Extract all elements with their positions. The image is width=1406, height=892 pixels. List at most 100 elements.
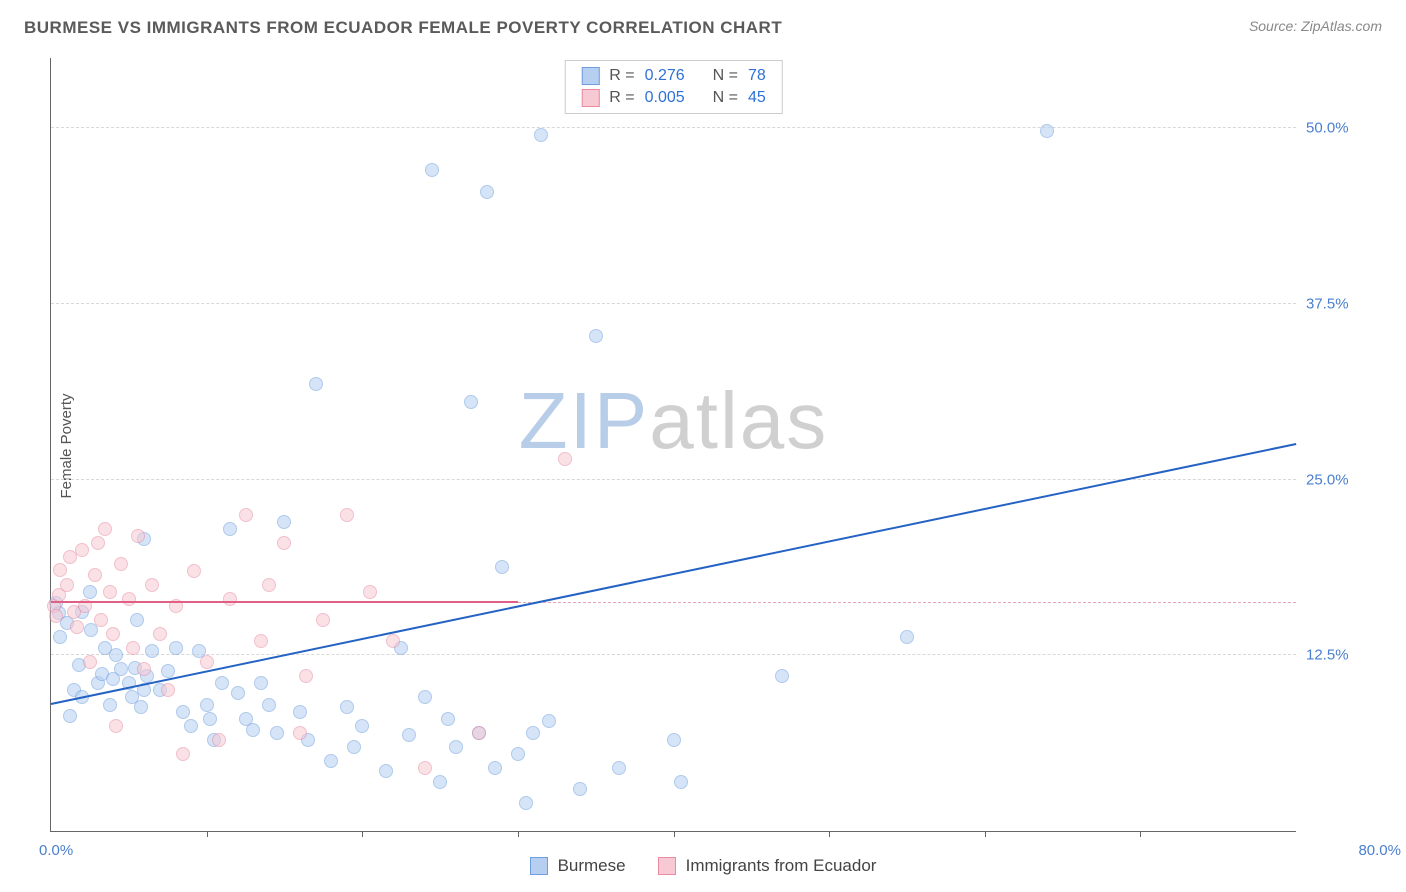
data-point xyxy=(1040,124,1054,138)
data-point xyxy=(145,578,159,592)
data-point xyxy=(130,613,144,627)
data-point xyxy=(589,329,603,343)
data-point xyxy=(83,655,97,669)
data-point xyxy=(254,676,268,690)
stats-legend-box: R = 0.276 N = 78 R = 0.005 N = 45 xyxy=(564,60,782,114)
bottom-legend: Burmese Immigrants from Ecuador xyxy=(0,856,1406,876)
legend-swatch-ecuador xyxy=(658,857,676,875)
data-point xyxy=(519,796,533,810)
source-attribution: Source: ZipAtlas.com xyxy=(1249,18,1382,34)
data-point xyxy=(223,592,237,606)
data-point xyxy=(511,747,525,761)
data-point xyxy=(667,733,681,747)
data-point xyxy=(277,515,291,529)
data-point xyxy=(161,683,175,697)
data-point xyxy=(153,627,167,641)
x-tick xyxy=(518,831,519,837)
data-point xyxy=(184,719,198,733)
data-point xyxy=(495,560,509,574)
data-point xyxy=(355,719,369,733)
data-point xyxy=(316,613,330,627)
data-point xyxy=(176,747,190,761)
data-point xyxy=(324,754,338,768)
data-point xyxy=(103,698,117,712)
data-point xyxy=(114,557,128,571)
data-point xyxy=(63,709,77,723)
data-point xyxy=(340,508,354,522)
data-point xyxy=(145,644,159,658)
data-point xyxy=(612,761,626,775)
data-point xyxy=(488,761,502,775)
data-point xyxy=(212,733,226,747)
y-tick-label: 37.5% xyxy=(1306,295,1366,312)
data-point xyxy=(75,543,89,557)
data-point xyxy=(91,536,105,550)
data-point xyxy=(425,163,439,177)
data-point xyxy=(262,698,276,712)
trend-line xyxy=(51,601,518,603)
data-point xyxy=(464,395,478,409)
x-tick xyxy=(362,831,363,837)
data-point xyxy=(200,698,214,712)
data-point xyxy=(109,648,123,662)
data-point xyxy=(114,662,128,676)
data-point xyxy=(246,723,260,737)
x-tick xyxy=(829,831,830,837)
data-point xyxy=(277,536,291,550)
stats-row-burmese: R = 0.276 N = 78 xyxy=(565,65,781,87)
data-point xyxy=(137,662,151,676)
data-point xyxy=(379,764,393,778)
data-point xyxy=(534,128,548,142)
data-point xyxy=(472,726,486,740)
data-point xyxy=(109,719,123,733)
data-point xyxy=(340,700,354,714)
legend-item-burmese: Burmese xyxy=(530,856,626,876)
data-point xyxy=(176,705,190,719)
r-value-burmese: 0.276 xyxy=(645,67,703,85)
n-value-ecuador: 45 xyxy=(748,89,766,107)
gridline-h xyxy=(51,127,1296,128)
data-point xyxy=(70,620,84,634)
data-point xyxy=(558,452,572,466)
data-point xyxy=(169,641,183,655)
x-tick xyxy=(985,831,986,837)
data-point xyxy=(106,627,120,641)
data-point xyxy=(526,726,540,740)
r-value-ecuador: 0.005 xyxy=(645,89,703,107)
data-point xyxy=(270,726,284,740)
data-point xyxy=(449,740,463,754)
swatch-burmese xyxy=(581,67,599,85)
data-point xyxy=(293,726,307,740)
data-point xyxy=(363,585,377,599)
data-point xyxy=(94,613,108,627)
data-point xyxy=(418,690,432,704)
stats-row-ecuador: R = 0.005 N = 45 xyxy=(565,87,781,109)
data-point xyxy=(200,655,214,669)
data-point xyxy=(433,775,447,789)
data-point xyxy=(88,568,102,582)
data-point xyxy=(441,712,455,726)
x-tick xyxy=(674,831,675,837)
data-point xyxy=(161,664,175,678)
gridline-h xyxy=(51,303,1296,304)
data-point xyxy=(126,641,140,655)
trend-line-dashed xyxy=(518,602,1296,603)
gridline-h xyxy=(51,654,1296,655)
data-point xyxy=(83,585,97,599)
data-point xyxy=(98,522,112,536)
chart-title: BURMESE VS IMMIGRANTS FROM ECUADOR FEMAL… xyxy=(24,18,782,38)
trend-line xyxy=(51,443,1296,705)
swatch-ecuador xyxy=(581,89,599,107)
data-point xyxy=(900,630,914,644)
data-point xyxy=(674,775,688,789)
x-tick xyxy=(1140,831,1141,837)
data-point xyxy=(293,705,307,719)
data-point xyxy=(103,585,117,599)
data-point xyxy=(49,609,63,623)
scatter-chart: ZIPatlas R = 0.276 N = 78 R = 0.005 N = … xyxy=(50,58,1296,832)
data-point xyxy=(53,563,67,577)
data-point xyxy=(60,578,74,592)
legend-item-ecuador: Immigrants from Ecuador xyxy=(658,856,877,876)
data-point xyxy=(239,508,253,522)
y-tick-label: 25.0% xyxy=(1306,471,1366,488)
